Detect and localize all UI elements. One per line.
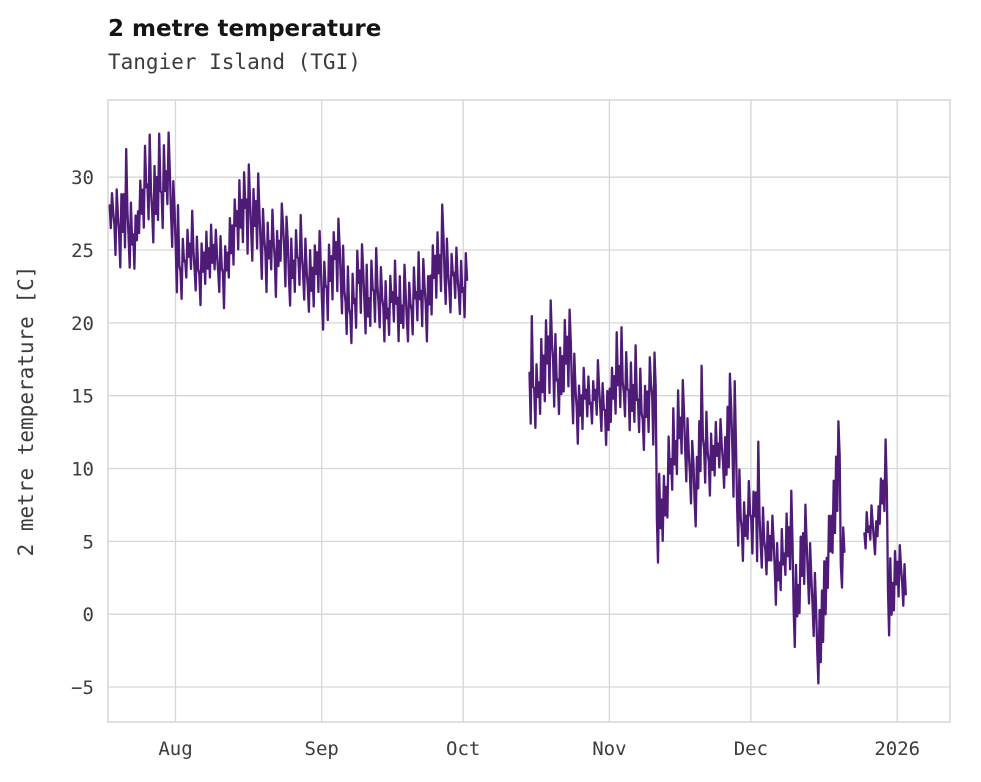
y-tick-label: 30 xyxy=(71,167,94,189)
x-tick-label: Oct xyxy=(446,738,480,760)
plot-border xyxy=(107,99,951,723)
y-tick-label: −5 xyxy=(71,677,94,699)
x-tick-label: Sep xyxy=(305,738,339,760)
y-tick-label: 20 xyxy=(71,313,94,335)
y-tick-label: 25 xyxy=(71,240,94,262)
y-tick-label: 10 xyxy=(71,459,94,481)
x-tick-label: Aug xyxy=(158,738,192,760)
chart-title: 2 metre temperature xyxy=(108,16,382,42)
x-tick-label: 2026 xyxy=(874,738,920,760)
chart-subtitle: Tangier Island (TGI) xyxy=(108,50,361,74)
y-axis-label: 2 metre temperature [C] xyxy=(14,266,38,557)
y-tick-label: 15 xyxy=(71,386,94,408)
y-tick-label: 5 xyxy=(83,531,94,553)
y-tick-label: 0 xyxy=(83,604,94,626)
temperature-series-line xyxy=(528,299,846,685)
temperature-series-line xyxy=(863,438,907,637)
x-tick-label: Dec xyxy=(734,738,768,760)
x-tick-label: Nov xyxy=(592,738,626,760)
temperature-series-line xyxy=(108,131,469,345)
